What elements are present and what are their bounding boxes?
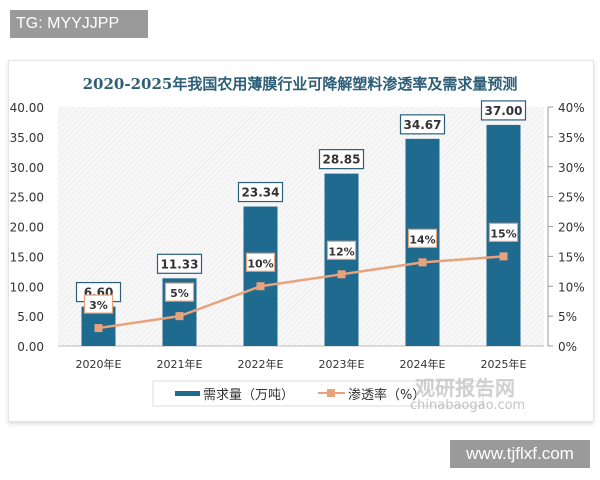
line-marker — [499, 252, 508, 261]
line-marker — [256, 282, 265, 291]
line-label-box — [407, 228, 438, 248]
line-marker — [337, 270, 346, 279]
legend-label-line: 渗透率（%） — [348, 387, 425, 403]
x-tick-label: 2023年E — [319, 357, 365, 371]
watermark-logo: 观研报告网 — [415, 376, 515, 400]
line-marker — [418, 258, 427, 267]
bar-label-box — [480, 100, 527, 121]
bar-label-box — [237, 181, 284, 203]
overlay-site: www.tjflxf.com — [450, 440, 590, 468]
right-tick-label: 40% — [558, 101, 585, 115]
legend-swatch-bar — [175, 391, 200, 396]
line-label-box — [245, 252, 276, 272]
left-tick-label: 30.00 — [10, 161, 44, 175]
left-tick-label: 35.00 — [10, 131, 44, 145]
line-data-label: 14% — [409, 233, 435, 246]
bar-label-box — [156, 253, 203, 274]
line-data-label: 15% — [490, 227, 516, 240]
x-tick-label: 2020年E — [76, 357, 122, 371]
line-data-label: 10% — [247, 257, 273, 270]
left-tick-label: 5.00 — [17, 310, 44, 324]
bar-data-label: 28.85 — [323, 153, 361, 167]
bar-label-box — [318, 149, 365, 170]
bar-data-label: 34.67 — [404, 118, 442, 132]
legend-swatch-marker — [327, 389, 335, 397]
right-tick-label: 25% — [558, 191, 585, 205]
bar-label-box — [399, 114, 446, 135]
right-tick-label: 0% — [558, 340, 577, 354]
line-marker — [175, 312, 184, 321]
right-tick-label: 5% — [558, 310, 577, 324]
legend-label-bar: 需求量（万吨） — [203, 388, 294, 403]
right-tick-label: 15% — [558, 250, 585, 264]
chart-title: 2020-2025年我国农用薄膜行业可降解塑料渗透率及需求量预测 — [83, 75, 518, 93]
left-tick-label: 20.00 — [10, 221, 44, 235]
right-tick-label: 10% — [558, 280, 585, 294]
left-tick-label: 15.00 — [10, 250, 44, 264]
bar-data-label: 37.00 — [485, 104, 523, 118]
left-tick-label: 10.00 — [10, 280, 44, 294]
left-tick-label: 25.00 — [10, 191, 44, 205]
line-data-label: 5% — [170, 287, 189, 300]
x-tick-label: 2024年E — [400, 357, 446, 371]
watermark-sub: chinabaogao.com — [410, 398, 526, 413]
line-label-box — [488, 222, 519, 242]
bar — [243, 206, 278, 346]
line-data-label: 12% — [328, 245, 354, 258]
overlay-tag: TG: MYYJJPP — [10, 10, 148, 38]
x-tick-label: 2021年E — [157, 357, 203, 371]
right-tick-label: 20% — [558, 221, 585, 235]
left-tick-label: 0.00 — [17, 340, 44, 354]
x-tick-label: 2025年E — [481, 357, 527, 371]
plot-area — [58, 107, 544, 346]
right-tick-label: 30% — [558, 161, 585, 175]
line-data-label: 3% — [89, 299, 108, 312]
line-marker — [94, 324, 103, 333]
line-label-box — [164, 282, 195, 302]
x-tick-label: 2022年E — [238, 357, 284, 371]
bar-data-label: 23.34 — [242, 186, 280, 200]
line-series — [98, 255, 504, 330]
right-tick-label: 35% — [558, 131, 585, 145]
line-label-box — [83, 294, 114, 314]
bar-data-label: 11.33 — [161, 257, 199, 271]
line-label-box — [326, 240, 357, 260]
left-tick-label: 40.00 — [10, 101, 44, 115]
